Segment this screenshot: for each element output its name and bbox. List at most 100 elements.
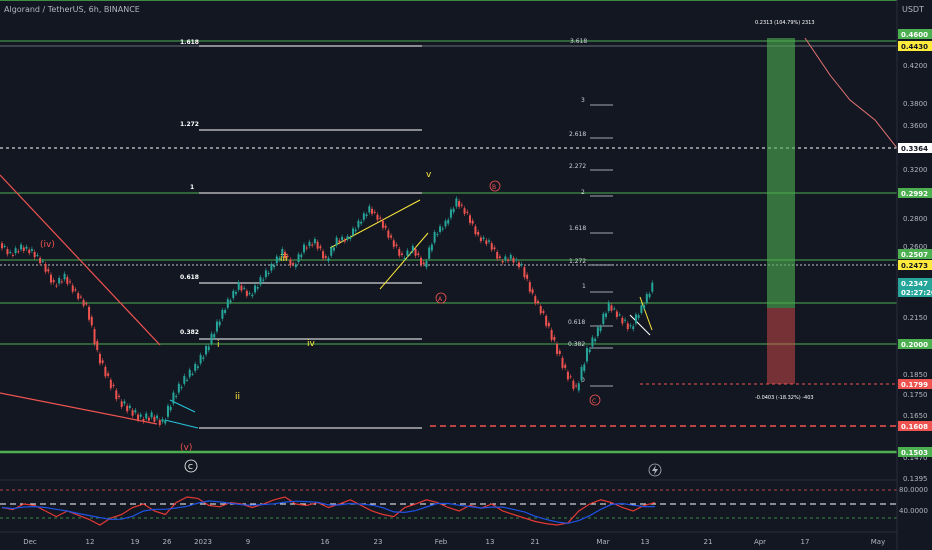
time-tick: May	[871, 538, 885, 546]
time-tick: 23	[374, 538, 383, 546]
candle	[362, 213, 365, 220]
candle	[398, 248, 401, 256]
time-tick: Mar	[596, 538, 609, 546]
time-tick: 17	[801, 538, 810, 546]
time-tick: 21	[531, 538, 540, 546]
candle	[580, 366, 583, 381]
candle	[602, 313, 605, 324]
candle	[621, 317, 624, 324]
candle	[264, 270, 267, 278]
candle	[509, 254, 512, 259]
candle	[425, 260, 428, 268]
candle	[537, 301, 540, 304]
fib-label: 2.618	[569, 131, 586, 138]
candle	[115, 390, 118, 400]
price-badge: 0.4600	[901, 31, 928, 39]
candle	[232, 290, 235, 299]
candle	[194, 363, 197, 371]
candle	[145, 413, 148, 419]
wave-label: C	[188, 463, 193, 471]
candle	[493, 247, 496, 249]
symbol-title[interactable]: Algorand / TetherUS, 6h, BINANCE	[4, 5, 140, 14]
wave-label: A	[438, 296, 443, 303]
candle	[79, 296, 82, 298]
candle	[164, 420, 167, 424]
time-axis[interactable]: Dec 12 19 26 2023 9 16 23 Feb 13 21 Mar 13 21 Apr 17 May	[0, 531, 897, 546]
candle	[28, 249, 31, 254]
candle	[417, 253, 420, 255]
candle	[71, 285, 74, 292]
lightning-icon[interactable]	[648, 463, 662, 477]
currency-label: USDT	[902, 5, 924, 14]
candle	[215, 321, 218, 332]
candle	[485, 240, 488, 244]
candle	[504, 256, 507, 261]
candle	[120, 401, 123, 407]
candle	[1, 243, 3, 249]
candle	[368, 206, 371, 213]
candle	[490, 243, 493, 250]
candle	[267, 273, 270, 274]
candle	[316, 241, 319, 249]
candle	[93, 329, 96, 344]
candle	[479, 237, 482, 242]
time-tick: 13	[486, 538, 495, 546]
price-badge-bg	[898, 143, 932, 153]
price-badge: 02:27:20	[901, 289, 932, 297]
candle	[498, 256, 501, 258]
fib-extension-right: 3.618 3 2.618 2.272 2 1.618 1.272 1 0.61…	[568, 38, 613, 387]
price-badge-bg	[898, 260, 932, 270]
candle	[477, 232, 480, 235]
trend-lines	[0, 37, 898, 429]
candle	[126, 405, 129, 412]
candle	[6, 248, 9, 255]
candle	[3, 246, 6, 247]
candle	[643, 305, 646, 309]
time-tick: 21	[704, 538, 713, 546]
candle	[439, 226, 442, 232]
candles	[1, 196, 654, 428]
candle	[615, 311, 618, 317]
candle	[180, 387, 183, 389]
candle	[74, 289, 77, 291]
candle	[534, 296, 537, 304]
price-badges: 0.4600 0.4430 0.3364 0.2992 0.2507 0.2473 0.23…	[898, 29, 932, 457]
candle	[351, 228, 354, 236]
candle	[613, 308, 616, 310]
candle	[572, 380, 575, 389]
candle	[392, 240, 395, 247]
candle	[594, 338, 597, 342]
candle	[550, 330, 553, 340]
price-badge-bg	[898, 287, 932, 297]
candle	[384, 225, 387, 228]
candle	[85, 303, 88, 305]
candle	[433, 232, 436, 243]
price-axis[interactable]: 0.4200 0.3800 0.3600 0.3200 0.2800 0.260…	[896, 0, 928, 550]
candle	[319, 246, 322, 249]
time-tick: 13	[641, 538, 650, 546]
candle	[49, 274, 52, 283]
candle	[406, 250, 409, 256]
fib-label: 2.272	[569, 163, 586, 170]
long-position-tool[interactable]: 0.2313 (104.79%) 2313 -0.0403 (-18.32%) …	[755, 20, 815, 401]
price-badge: 0.1799	[901, 381, 928, 389]
candle	[512, 257, 515, 263]
fib-label: 3.618	[570, 38, 587, 45]
candle	[169, 406, 172, 411]
time-tick: 2023	[194, 538, 212, 546]
candle	[523, 267, 526, 278]
candle	[300, 254, 303, 258]
candle	[199, 354, 202, 364]
candle	[226, 299, 229, 308]
candle	[591, 337, 594, 347]
horizontal-lines	[0, 0, 897, 454]
candle	[33, 251, 36, 258]
candle	[191, 373, 194, 375]
candle	[588, 349, 591, 352]
candle	[77, 293, 80, 299]
candle	[188, 369, 191, 377]
wave-label: (v)	[180, 443, 192, 453]
candle	[330, 247, 333, 256]
rsi-pane	[0, 479, 897, 526]
